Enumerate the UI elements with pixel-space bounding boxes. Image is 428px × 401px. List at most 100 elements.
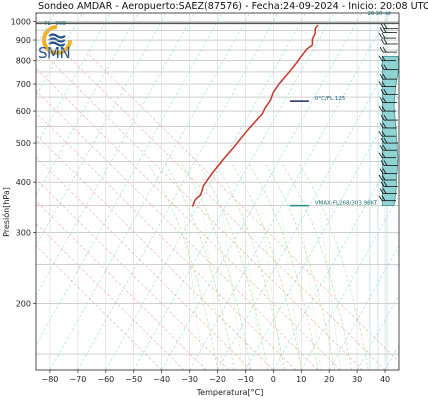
isotherm-line [301,194,399,370]
x-tick-label: −60 [97,375,114,384]
x-tick-label: 0 [271,375,276,384]
dry-adiabat-line [36,156,252,370]
isotherm-line [328,244,399,370]
wind-barb [379,73,397,80]
isotherm-line [273,145,399,370]
mixing-ratio-line [320,212,341,370]
dry-adiabat-line [36,200,207,370]
wind-barb [379,46,397,53]
annotation-label: VMAX:FL268/303.98KT [315,201,378,207]
chart-title: Sondeo AMDAR - Aeropuerto:SAEZ(87576) - … [38,1,428,12]
dry-adiabat-line [36,90,319,370]
wind-barb [378,105,396,112]
isotherm-line [36,13,223,346]
mixing-ratio-line [261,212,282,370]
moist-adiabat-line [298,162,369,370]
x-tick-label: −10 [237,375,254,384]
y-tick-label: 1000 [11,18,31,27]
dry-adiabat-line [87,52,399,363]
x-tick-label: −40 [153,375,170,384]
x-tick-label: 30 [352,375,362,384]
y-tick-label: 800 [16,57,31,66]
wind-barb [378,32,396,39]
wind-barb [378,81,396,87]
y-tick-label: 500 [16,139,31,148]
temperature-profile-line [191,24,319,207]
isotherm-line [413,13,428,370]
moist-adiabat-line [164,162,235,370]
isotherm-line [77,13,279,370]
grid-layer [36,13,428,370]
wind-barb [380,23,398,30]
dry-adiabat-line [36,245,162,370]
x-tick-label: −80 [42,375,59,384]
wind-barb [378,152,396,159]
x-tick-label: −20 [209,375,226,384]
wind-barb [378,130,396,137]
y-tick-label: 600 [16,107,31,116]
wind-barb [378,174,396,181]
wind-barb [380,114,398,121]
wind-scale-label: 30 [376,11,383,17]
dry-adiabat-line [36,68,341,370]
isotherm-line [189,13,390,370]
y-axis-label: Presión[hPa] [1,187,11,237]
logo-text: SMN [38,44,71,62]
moist-adiabat-line [281,162,352,370]
x-tick-label: −70 [69,375,86,384]
mixing-ratio-line [202,212,224,370]
wind-barb [379,122,397,129]
y-tick-label: 700 [16,80,31,89]
tick-layer: 20 30 kt−80 −70 −60 −50 −40 −30 −20 −10 0 10 20 30 402… [11,11,400,384]
dry-adiabat-line [36,222,185,370]
isotherm-line [133,13,334,370]
x-tick-label: 20 [324,375,334,384]
isotherm-line [49,13,251,370]
wind-barb [378,55,396,62]
x-axis-label: Temperatura[°C] [196,388,264,397]
isotherm-line [36,13,167,247]
isotherm-line [105,13,307,370]
dry-adiabat-line [36,178,229,370]
isotherm-line [36,13,83,97]
y-tick-label: 900 [16,36,31,45]
wind-barb [380,89,398,95]
dry-adiabat-line [42,52,363,370]
isotherm-line [245,95,399,370]
annotation-label: 0°C/FL.125 [315,96,346,102]
x-tick-label: 10 [296,375,306,384]
annotation-label: FL=008 [44,21,66,27]
isotherm-line [36,13,111,147]
wind-barb [378,195,396,202]
moist-adiabat-line [214,162,285,370]
dry-adiabat-line [64,52,386,370]
wind-barb [379,97,397,103]
dry-adiabat-line [36,112,296,370]
data-layer: VMAX:FL268/303.98KT 0°C/FL.125 FL=008 [36,21,399,207]
dry-adiabat-line [36,134,274,370]
x-tick-label: 40 [380,375,390,384]
y-tick-label: 200 [16,300,31,309]
mixing-ratio-line [222,212,243,370]
wind-barb [380,181,398,188]
wind-scale-label: kt [385,11,391,17]
moist-adiabat-line [197,162,269,370]
wind-scale-label: 20 [368,11,375,17]
wind-barb [380,160,398,166]
isotherm-line [36,13,139,197]
smn-logo-icon [42,25,72,55]
x-tick-label: −50 [125,375,142,384]
y-tick-label: 300 [16,229,31,238]
isotherm-line [161,13,362,370]
y-tick-label: 400 [16,178,31,187]
wind-barb [380,38,398,45]
moist-adiabat-line [264,162,336,370]
wind-barb [379,145,397,151]
wind-barb [380,137,398,144]
wind-barb [379,188,397,194]
isotherm-line [36,13,195,296]
x-tick-label: −30 [181,375,198,384]
wind-barb [379,168,397,175]
wind-barb [379,27,397,33]
